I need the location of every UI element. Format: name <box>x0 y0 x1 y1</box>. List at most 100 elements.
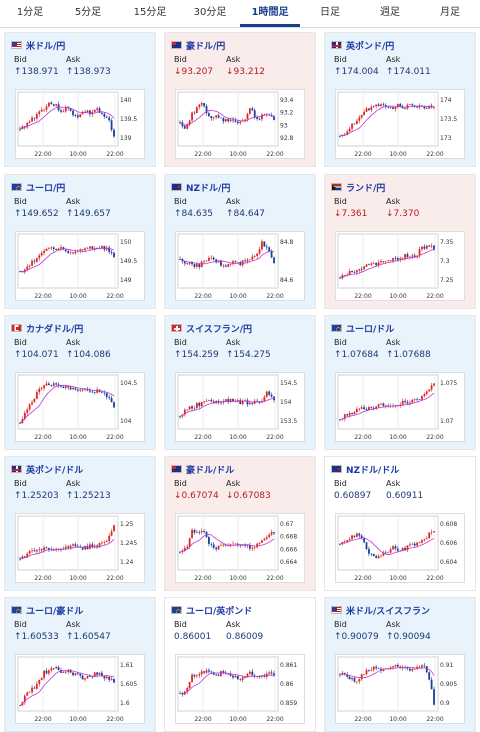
rate-card[interactable]: ユーロ/英ポンド Bid Ask 0.86001 0.86009 22:00 10… <box>164 597 316 732</box>
candle-body <box>433 689 435 705</box>
pair-name[interactable]: 英ポンド/円 <box>346 41 395 52</box>
candle-body <box>62 247 65 250</box>
rate-card[interactable]: NZドル/円 Bid Ask ↑84.635 ↑84.647 22:00 10:0… <box>164 174 316 309</box>
rate-card[interactable]: ユーロ/豪ドル Bid Ask ↑1.60533 ↑1.60547 22:00 1… <box>4 597 156 732</box>
pair-name[interactable]: ユーロ/英ポンド <box>186 606 253 617</box>
y-tick-label: 104.5 <box>120 380 137 387</box>
candle-body <box>241 544 244 546</box>
tab-2[interactable]: 15分足 <box>133 7 167 18</box>
candle-body <box>33 117 36 119</box>
rate-card[interactable]: 英ポンド/ドル Bid Ask ↑1.25203 ↑1.25213 22:00 1… <box>4 456 156 591</box>
candle-body <box>263 676 266 677</box>
rate-card[interactable]: ユーロ/円 Bid Ask ↑149.652 ↑149.657 22:00 10:… <box>4 174 156 309</box>
y-tick-label: 1.61 <box>120 662 134 669</box>
candle-body <box>423 393 426 397</box>
candle-body <box>227 673 230 675</box>
pair-name[interactable]: ランド/円 <box>346 183 386 194</box>
mini-chart[interactable]: 22:00 10:00 22:00 140 139.5 139 <box>15 89 145 159</box>
direction-arrow-icon: ↑ <box>66 491 74 501</box>
mini-chart[interactable]: 22:00 10:00 22:00 1.075 1.07 <box>335 372 465 442</box>
candle-body <box>60 110 62 112</box>
rate-card[interactable]: 豪ドル/円 Bid Ask ↓93.207 ↓93.212 22:00 10:00… <box>164 32 316 167</box>
candle-body <box>343 541 346 543</box>
candle-body <box>101 542 103 544</box>
candle-body <box>394 664 397 667</box>
candle-body <box>339 544 341 545</box>
pair-name[interactable]: NZドル/円 <box>186 183 231 194</box>
pair-name[interactable]: ユーロ/豪ドル <box>26 606 84 617</box>
y-tick-label: 0.664 <box>280 559 297 566</box>
candle-body <box>48 547 50 550</box>
candle-body <box>411 255 414 257</box>
mini-chart[interactable]: 22:00 10:00 22:00 0.608 0.606 0.604 <box>335 513 465 583</box>
candle-body <box>425 666 428 673</box>
rate-card[interactable]: カナダドル/円 Bid Ask ↑104.071 ↑104.086 22:00 1… <box>4 315 156 450</box>
candle-body <box>387 260 390 262</box>
rate-card[interactable]: 米ドル/円 Bid Ask ↑138.971 ↑138.973 22:00 10:… <box>4 32 156 167</box>
candle-body <box>256 543 259 548</box>
direction-arrow-icon: ↑ <box>386 350 394 360</box>
candle-body <box>389 260 392 262</box>
mini-chart[interactable]: 22:00 10:00 22:00 154.5 154 153.5 <box>175 372 305 442</box>
pair-name[interactable]: スイスフラン/円 <box>186 324 253 335</box>
tab-7[interactable]: 月足 <box>440 7 460 18</box>
candle-body <box>38 388 41 393</box>
tab-6[interactable]: 週足 <box>380 7 400 18</box>
bid-label: Bid <box>174 620 187 629</box>
tab-5[interactable]: 日足 <box>320 7 340 18</box>
pair-name[interactable]: ユーロ/円 <box>26 183 66 194</box>
candle-body <box>248 259 251 261</box>
pair-name[interactable]: 米ドル/円 <box>26 41 66 52</box>
pair-name[interactable]: 豪ドル/円 <box>186 41 226 52</box>
mini-chart[interactable]: 22:00 10:00 22:00 0.67 0.668 0.666 0.664 <box>175 513 305 583</box>
rate-card[interactable]: ユーロ/ドル Bid Ask ↑1.07684 ↑1.07688 22:00 10… <box>324 315 476 450</box>
candle-body <box>380 555 382 557</box>
mini-chart[interactable]: 22:00 10:00 22:00 104.5 104 <box>15 372 145 442</box>
bid-label: Bid <box>174 479 187 488</box>
rate-card[interactable]: ランド/円 Bid Ask ↓7.361 ↓7.370 22:00 10:00 22… <box>324 174 476 309</box>
candle-body <box>113 402 115 408</box>
direction-arrow-icon: ↑ <box>14 491 22 501</box>
pair-name[interactable]: 豪ドル/ドル <box>186 465 235 476</box>
candle-body <box>418 399 421 401</box>
plot-frame <box>177 515 279 571</box>
rate-card[interactable]: スイスフラン/円 Bid Ask ↑154.259 ↑154.275 22:00… <box>164 315 316 450</box>
pair-name[interactable]: 米ドル/スイスフラン <box>346 606 431 617</box>
mini-chart[interactable]: 22:00 10:00 22:00 1.61 1.605 1.6 <box>15 654 145 724</box>
rate-card[interactable]: 米ドル/スイスフラン Bid Ask ↑0.90079 ↑0.90094 22:… <box>324 597 476 732</box>
rate-card[interactable]: 英ポンド/円 Bid Ask ↑174.004 ↑174.011 22:00 10… <box>324 32 476 167</box>
x-tick-label: 22:00 <box>354 575 371 582</box>
flag-icon <box>331 606 342 614</box>
card-title: ユーロ/円 <box>11 180 65 194</box>
pair-name[interactable]: カナダドル/円 <box>26 324 84 335</box>
candle-body <box>392 107 394 109</box>
pair-name[interactable]: 英ポンド/ドル <box>26 465 84 476</box>
candle-body <box>355 408 358 413</box>
mini-chart[interactable]: 22:00 10:00 22:00 150 149.5 149 <box>15 231 145 301</box>
ask-value: ↑174.011 <box>386 67 431 77</box>
y-tick-label: 0.608 <box>440 521 457 528</box>
mini-chart[interactable]: 22:00 10:00 22:00 174 173.5 173 <box>335 89 465 159</box>
mini-chart[interactable]: 22:00 10:00 22:00 0.861 0.86 0.859 <box>175 654 305 724</box>
pair-name[interactable]: ユーロ/ドル <box>346 324 395 335</box>
pair-name[interactable]: NZドル/ドル <box>346 465 400 476</box>
tab-4[interactable]: 1時間足 <box>240 0 300 27</box>
direction-arrow-icon: ↑ <box>66 209 74 219</box>
tab-0[interactable]: 1分足 <box>16 7 44 18</box>
mini-chart[interactable]: 22:00 10:00 22:00 1.25 1.245 1.24 <box>15 513 145 583</box>
mini-chart[interactable]: 22:00 10:00 22:00 93.4 93.2 93 92.8 <box>175 89 305 159</box>
candle-body <box>91 676 94 678</box>
x-tick-label: 22:00 <box>194 293 211 300</box>
mini-chart[interactable]: 22:00 10:00 22:00 7.35 7.3 7.25 <box>335 231 465 301</box>
ask-label: Ask <box>226 479 241 488</box>
tab-1[interactable]: 5分足 <box>74 7 102 18</box>
mini-chart[interactable]: 22:00 10:00 22:00 0.91 0.905 0.9 <box>335 654 465 724</box>
rate-card[interactable]: NZドル/ドル Bid Ask 0.60897 0.60911 22:00 10:… <box>324 456 476 591</box>
tab-3[interactable]: 30分足 <box>193 7 227 18</box>
candle-body <box>411 104 414 106</box>
mini-chart[interactable]: 22:00 10:00 22:00 84.8 84.6 <box>175 231 305 301</box>
candle-body <box>212 401 215 404</box>
rate-card[interactable]: 豪ドル/ドル Bid Ask ↓0.67074 ↓0.67083 22:00 10… <box>164 456 316 591</box>
candle-body <box>360 674 363 680</box>
y-tick-label: 173.5 <box>440 116 457 123</box>
